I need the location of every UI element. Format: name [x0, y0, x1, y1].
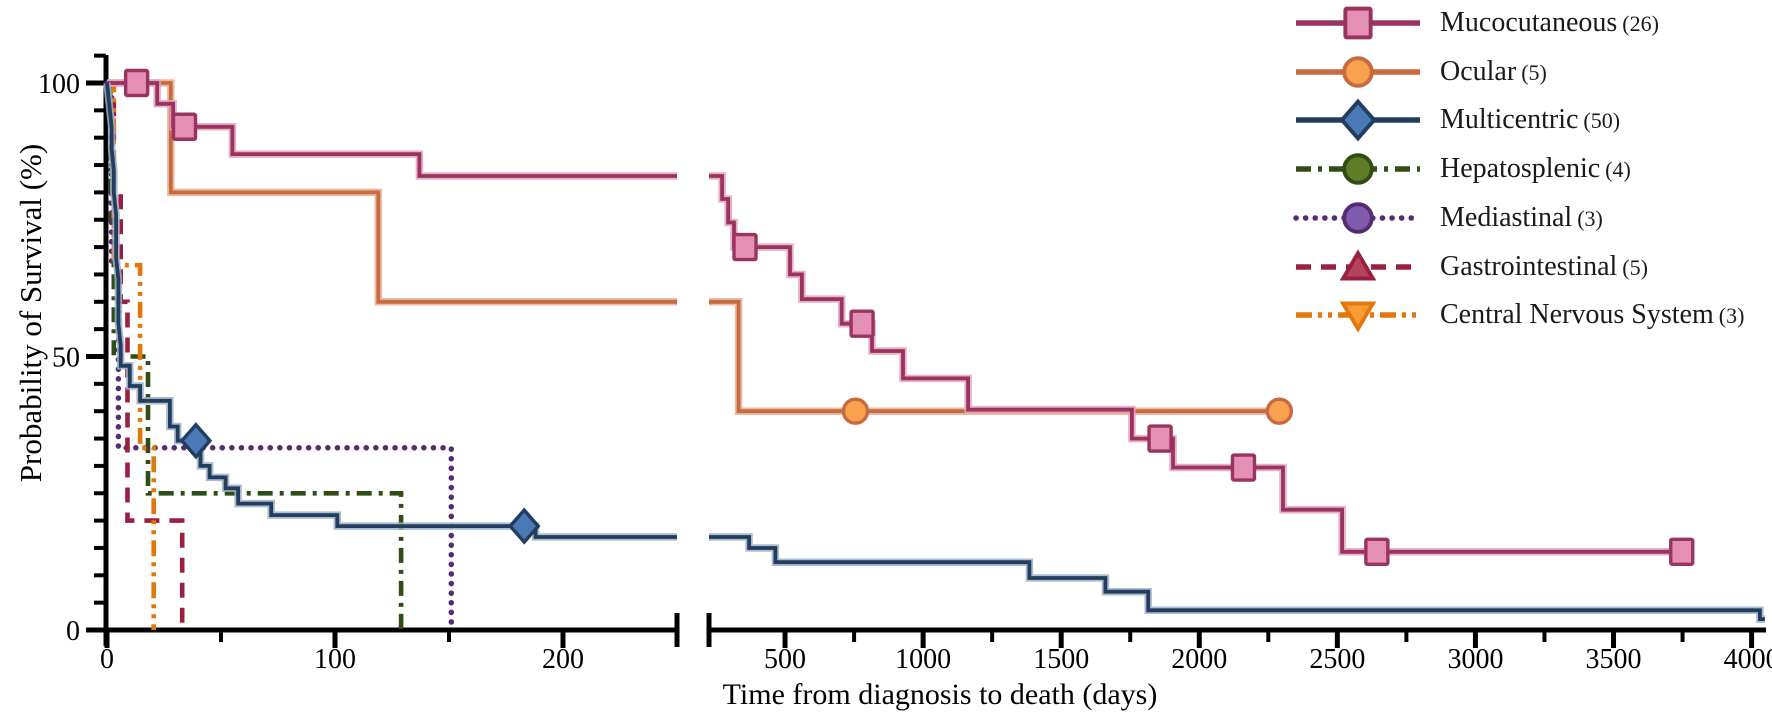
legend-item-mucocutaneous: Mucocutaneous (26) [1292, 0, 1659, 46]
legend-count: (5) [1622, 254, 1648, 280]
x-axis-title: Time from diagnosis to death (days) [722, 678, 1158, 711]
mucocutaneous-censor-markers [123, 68, 1695, 566]
x-tick-label: 500 [764, 644, 806, 675]
censor-markers [123, 68, 1695, 566]
y-axis-title: Probability of Survival (%) [13, 143, 48, 483]
legend-item-central-nervous-system: Central Nervous System (3) [1292, 292, 1744, 338]
legend-swatch-central-nervous-system [1296, 301, 1420, 333]
legend-item-ocular: Ocular (5) [1292, 49, 1547, 95]
circle-marker-icon [841, 397, 870, 425]
legend-label: Hepatosplenic (4) [1440, 153, 1631, 185]
y-axis-tick-labels: 0 50 100 [38, 69, 80, 647]
legend-swatch-gastrointestinal [1296, 248, 1420, 280]
legend-item-mediastinal: Mediastinal (3) [1292, 195, 1603, 241]
diamond-marker-icon [1339, 99, 1377, 142]
x-tick-label: 1500 [1033, 644, 1089, 675]
legend-swatch-hepatosplenic [1296, 153, 1420, 185]
legend-swatch-ocular [1296, 55, 1420, 88]
diamond-marker-icon [507, 507, 541, 545]
triangle-up-marker-icon [1339, 248, 1377, 280]
legend-swatch-mediastinal [1293, 202, 1423, 234]
x-tick-label: 2000 [1171, 644, 1227, 675]
series-mucocutaneous-line [107, 79, 1683, 556]
circle-marker-icon [1265, 397, 1294, 425]
x-tick-label: 0 [100, 644, 114, 675]
legend-label: Central Nervous System (3) [1440, 299, 1745, 331]
triangle-down-marker-icon [1339, 301, 1377, 333]
axes [86, 53, 1766, 648]
legend-label: Gastrointestinal (5) [1440, 250, 1648, 282]
ocular-censor-markers [841, 397, 1294, 425]
series-lines [103, 79, 1765, 633]
square-marker-icon [1364, 537, 1390, 566]
circle-marker-icon [1342, 55, 1374, 88]
legend-label: Ocular (5) [1440, 55, 1547, 87]
x-tick-label: 3500 [1586, 644, 1642, 675]
square-marker-icon [849, 309, 875, 338]
square-marker-icon [1230, 453, 1257, 482]
x-tick-label: 2500 [1309, 644, 1365, 675]
square-marker-icon [123, 68, 150, 98]
series-multicentric-line [103, 82, 1765, 623]
square-marker-icon [1669, 537, 1695, 566]
square-marker-icon [1147, 424, 1173, 453]
series-ocular-line [107, 79, 1280, 415]
x-tick-label: 100 [314, 644, 356, 675]
diamond-marker-icon [179, 422, 213, 460]
y-axis [86, 53, 109, 646]
legend-count: (4) [1605, 157, 1631, 183]
x-tick-label: 200 [542, 644, 584, 675]
circle-marker-icon [1342, 153, 1374, 185]
legend-swatch-multicentric [1296, 99, 1420, 142]
legend-count: (3) [1718, 303, 1745, 329]
x-tick-label: 4000 [1724, 644, 1772, 675]
legend-label: Mucocutaneous (26) [1440, 7, 1659, 38]
legend-label: Mediastinal (3) [1440, 201, 1603, 233]
x-tick-label: 3000 [1447, 644, 1503, 675]
legend-item-multicentric: Multicentric (50) [1292, 97, 1620, 143]
y-tick-label: 50 [52, 343, 80, 374]
square-marker-icon [732, 232, 758, 262]
legend-count: (50) [1583, 108, 1621, 134]
y-tick-label: 100 [38, 69, 80, 100]
legend-swatch-mucocutaneous [1296, 6, 1420, 40]
x-tick-label: 1000 [895, 644, 951, 675]
circle-marker-icon [1342, 202, 1374, 234]
series-hepatosplenic-line [107, 80, 404, 630]
legend-item-gastrointestinal: Gastrointestinal (5) [1292, 244, 1648, 290]
legend-label: Multicentric (50) [1440, 104, 1621, 136]
x-axis-left [104, 627, 679, 648]
legend-count: (3) [1577, 205, 1603, 231]
square-marker-icon [1343, 6, 1373, 40]
legend-count: (5) [1521, 59, 1547, 85]
legend-item-hepatosplenic: Hepatosplenic (4) [1292, 146, 1631, 192]
axis-break-icon [674, 613, 712, 647]
square-marker-icon [171, 112, 198, 141]
y-tick-label: 0 [66, 616, 80, 647]
multicentric-censor-markers [179, 422, 541, 545]
legend-count: (26) [1622, 11, 1659, 36]
x-axis-tick-labels: 0 100 200 500 1000 1500 2000 2500 3000 3500 4000 [100, 644, 1772, 675]
